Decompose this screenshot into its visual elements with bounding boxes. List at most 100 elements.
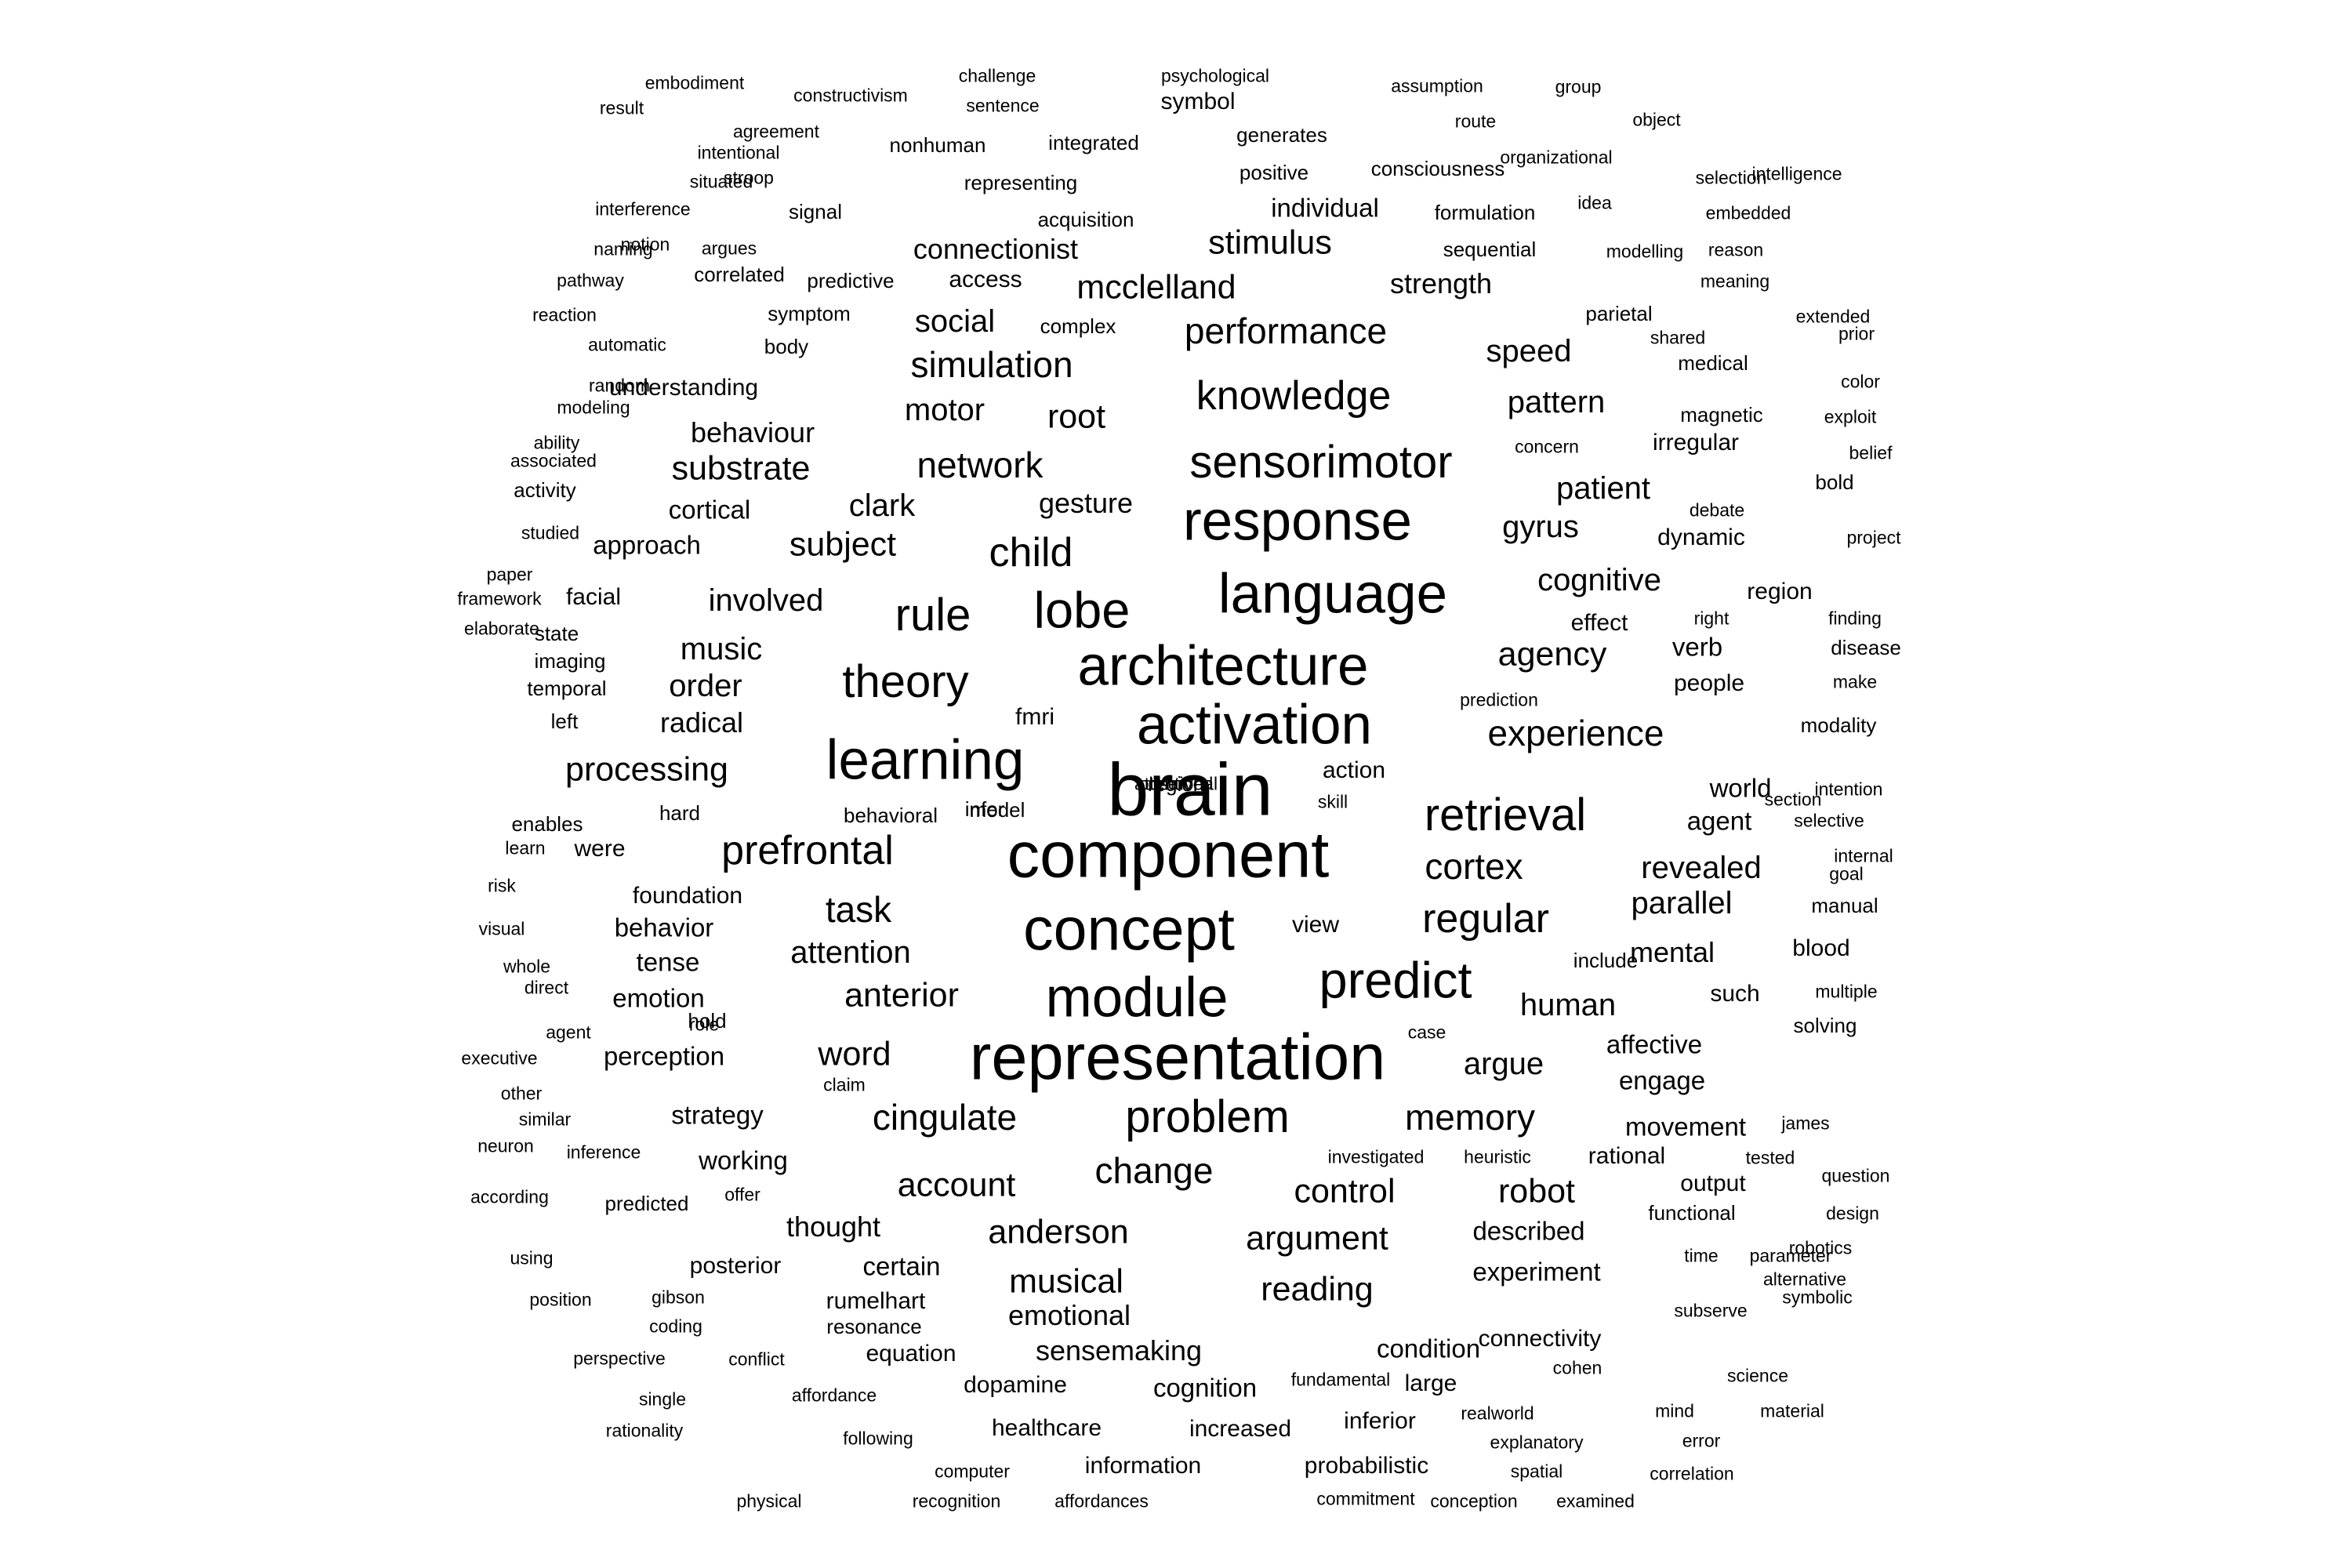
word-cognition: cognition <box>1152 1373 1258 1403</box>
word-activity: activity <box>514 478 576 502</box>
word-spatial: spatial <box>1510 1461 1563 1482</box>
word-tense: tense <box>636 947 700 977</box>
word-object: object <box>1632 109 1681 130</box>
word-posterior: posterior <box>689 1253 782 1279</box>
word-behaviour: behaviour <box>690 416 815 448</box>
word-fmri: fmri <box>1015 704 1054 730</box>
word-child: child <box>989 530 1073 575</box>
word-section: section <box>1764 789 1822 810</box>
word-subserve: subserve <box>1674 1300 1748 1321</box>
word-medical: medical <box>1678 351 1748 375</box>
word-retrieval: retrieval <box>1424 789 1587 840</box>
word-bold: bold <box>1815 470 1854 494</box>
word-rule: rule <box>895 590 971 641</box>
word-irregular: irregular <box>1652 430 1740 456</box>
word-according: according <box>470 1186 549 1207</box>
word-internal: internal <box>1834 845 1893 866</box>
word-parietal: parietal <box>1585 302 1653 325</box>
word-concept: concept <box>1023 895 1235 964</box>
word-symptom: symptom <box>768 302 851 325</box>
word-formulation: formulation <box>1434 201 1536 224</box>
word-consciousness: consciousness <box>1370 157 1505 180</box>
word-attentional: attentional <box>1134 773 1218 794</box>
word-patient: patient <box>1555 471 1651 506</box>
word-correlation: correlation <box>1650 1463 1734 1484</box>
word-performance: performance <box>1184 310 1388 351</box>
word-mental: mental <box>1629 936 1715 968</box>
word-brain: brain <box>1107 748 1273 832</box>
word-task: task <box>825 889 892 930</box>
word-risk: risk <box>488 875 516 896</box>
word-argument: argument <box>1246 1219 1388 1258</box>
word-modelling: modelling <box>1606 241 1684 262</box>
word-prediction: prediction <box>1460 689 1538 710</box>
word-affordance: affordance <box>791 1385 877 1406</box>
word-examined: examined <box>1556 1490 1635 1512</box>
word-parameter: parameter <box>1749 1245 1832 1266</box>
word-computer: computer <box>935 1461 1010 1482</box>
word-right: right <box>1693 608 1730 629</box>
word-infer: infer <box>964 797 1005 821</box>
word-project: project <box>1846 527 1901 548</box>
word-hold: hold <box>688 1009 727 1033</box>
word-design: design <box>1826 1203 1879 1224</box>
word-module: module <box>1045 967 1229 1029</box>
word-group: group <box>1555 76 1602 97</box>
word-thought: thought <box>786 1210 881 1243</box>
word-embedded: embedded <box>1705 202 1791 223</box>
word-paper: paper <box>486 564 533 585</box>
word-selection: selection <box>1695 167 1767 188</box>
word-cortical: cortical <box>668 495 751 524</box>
word-radical: radical <box>659 706 744 739</box>
word-symbol: symbol <box>1160 89 1236 114</box>
word-state: state <box>534 622 579 645</box>
word-functional: functional <box>1648 1201 1736 1225</box>
word-connectivity: connectivity <box>1478 1326 1602 1352</box>
word-goal: goal <box>1829 863 1864 884</box>
word-explanatory: explanatory <box>1490 1432 1584 1453</box>
word-cohen: cohen <box>1552 1357 1602 1378</box>
word-claim: claim <box>823 1074 866 1095</box>
word-nonhuman: nonhuman <box>889 133 986 157</box>
word-generates: generates <box>1236 123 1327 147</box>
word-associated: associated <box>510 450 597 471</box>
word-fundamental: fundamental <box>1290 1369 1391 1390</box>
word-individual: individual <box>1271 193 1379 223</box>
word-involved: involved <box>708 583 824 618</box>
word-conception: conception <box>1430 1490 1518 1512</box>
word-heuristic: heuristic <box>1464 1146 1531 1167</box>
word-stimulus: stimulus <box>1208 223 1332 262</box>
word-reason: reason <box>1708 239 1764 260</box>
word-sequential: sequential <box>1443 238 1537 261</box>
word-social: social <box>914 304 996 339</box>
word-notion: notion <box>620 234 670 255</box>
word-approach: approach <box>593 530 701 560</box>
word-rationality: rationality <box>605 1420 684 1441</box>
word-movement: movement <box>1624 1112 1747 1142</box>
word-color: color <box>1841 371 1880 392</box>
word-simulation: simulation <box>910 344 1073 385</box>
word-cortex: cortex <box>1425 846 1523 887</box>
word-prior: prior <box>1838 323 1875 344</box>
word-mind: mind <box>1655 1400 1694 1421</box>
word-belief: belief <box>1849 442 1893 463</box>
word-were: were <box>574 836 626 862</box>
word-make: make <box>1832 671 1878 692</box>
word-positive: positive <box>1239 161 1309 184</box>
word-situated: situated <box>689 171 753 192</box>
word-alternative: alternative <box>1762 1269 1847 1290</box>
word-anderson: anderson <box>988 1213 1129 1251</box>
word-affective: affective <box>1606 1029 1703 1059</box>
word-cognitive: cognitive <box>1537 563 1661 597</box>
word-debate: debate <box>1689 499 1745 521</box>
word-gibson: gibson <box>652 1287 705 1308</box>
word-described: described <box>1472 1216 1585 1246</box>
word-include: include <box>1573 949 1639 972</box>
word-similar: similar <box>518 1109 572 1130</box>
word-intention: intention <box>1814 779 1883 800</box>
word-emotion: emotion <box>612 983 705 1013</box>
word-regular: regular <box>1422 896 1549 942</box>
word-output: output <box>1680 1171 1746 1196</box>
word-studied: studied <box>521 522 580 543</box>
word-perception: perception <box>603 1041 725 1071</box>
